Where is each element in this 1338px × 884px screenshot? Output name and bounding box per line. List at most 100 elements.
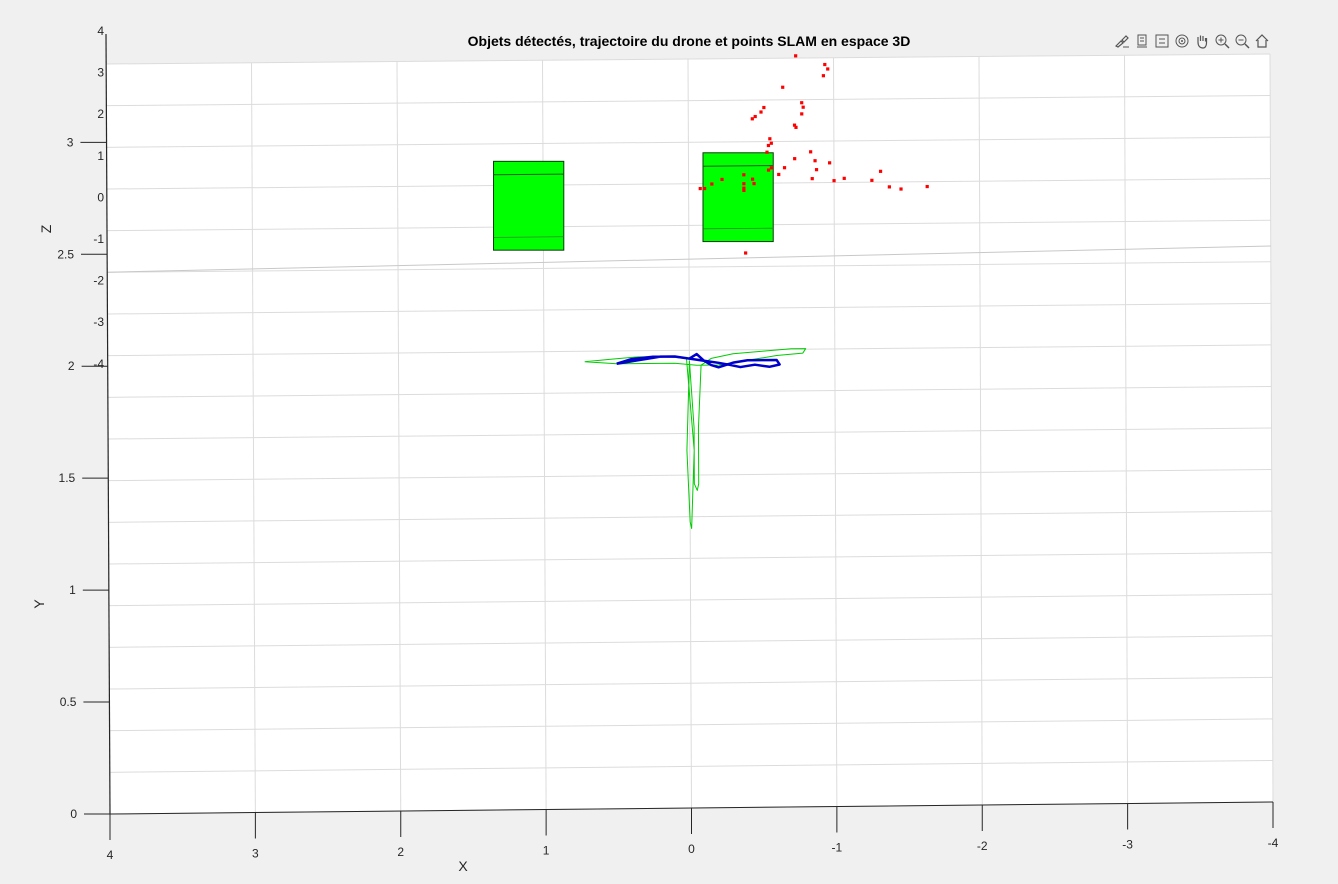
slam-point (832, 179, 836, 183)
z-tick-label: -4 (93, 357, 104, 371)
pan-icon[interactable] (1192, 31, 1211, 51)
box-edge-line (107, 245, 1271, 273)
slam-point (698, 186, 702, 191)
marks (493, 54, 929, 530)
y-axis-line (105, 33, 111, 815)
y-gridline (108, 593, 1273, 607)
y-gridline (107, 344, 1272, 357)
rotate-icon[interactable] (1172, 31, 1191, 51)
z-axis-label: Z (38, 224, 54, 233)
axes-toolbar (1112, 31, 1271, 53)
slam-point (794, 125, 798, 129)
slam-point (765, 150, 769, 154)
z-tick-label: -3 (93, 315, 104, 329)
y-gridline (109, 676, 1273, 690)
slam-point (750, 177, 755, 181)
slam-point (800, 112, 804, 116)
slam-point (762, 105, 766, 110)
slam-point (777, 172, 781, 177)
y-tick-label: 1 (69, 583, 76, 597)
slam-point (710, 182, 714, 186)
slam-point (887, 185, 891, 189)
x-tick-label: 4 (107, 848, 114, 862)
slam-point (823, 62, 827, 67)
z-tick-label: -2 (93, 274, 104, 288)
datatip-icon[interactable] (1132, 31, 1151, 51)
slam-point (810, 177, 814, 181)
z-tick-label: 2 (97, 107, 104, 121)
slam-point (826, 67, 830, 71)
y-gridline (109, 759, 1273, 773)
slam-point (759, 110, 763, 114)
slam-point (720, 177, 724, 182)
y-gridline (107, 261, 1271, 273)
x-tick-label: -4 (1268, 836, 1279, 850)
y-gridline (106, 136, 1271, 148)
slam-point (878, 169, 883, 173)
z-tick-label: 4 (97, 24, 104, 38)
slam-point (899, 187, 903, 191)
slam-point (742, 186, 746, 190)
z-tick-label: 0 (97, 190, 104, 204)
detected-object (702, 152, 774, 243)
slam-point (794, 54, 798, 58)
chart-title: Objets détectés, trajectoire du drone et… (468, 33, 911, 49)
detected-object (493, 160, 565, 251)
z-tick-label: -1 (93, 232, 104, 246)
slam-point (750, 117, 754, 121)
zoom-out-icon[interactable] (1232, 31, 1251, 51)
y-gridline (107, 302, 1272, 315)
slam-point (813, 159, 817, 163)
slam-point (814, 168, 819, 172)
x-tick-label: 3 (252, 847, 259, 861)
legend-icon[interactable] (1152, 31, 1171, 51)
slam-point (781, 85, 785, 89)
slam-point (792, 123, 797, 127)
object-edge (493, 173, 564, 176)
home-icon[interactable] (1252, 31, 1271, 51)
brush-icon[interactable] (1112, 31, 1131, 51)
slam-point (821, 74, 825, 78)
slam-point (742, 173, 746, 177)
zoom-in-icon[interactable] (1212, 31, 1231, 51)
slam-point (800, 101, 804, 105)
y-gridline (107, 427, 1272, 440)
slam-point (768, 137, 772, 141)
slam-point (801, 105, 805, 109)
slam-point (742, 182, 746, 186)
y-tick-label: 0.5 (60, 695, 77, 709)
x-tick-label: -2 (977, 839, 988, 853)
x-tick-label: 0 (688, 842, 695, 856)
object-edge (703, 165, 773, 167)
slam-point (752, 182, 756, 186)
slam-point (742, 188, 746, 193)
object-edge (493, 236, 564, 238)
drone-trajectory (616, 352, 781, 369)
y-gridline (106, 178, 1271, 190)
slam-point (925, 184, 929, 189)
object-edge (703, 227, 774, 230)
x-tick-label: -3 (1122, 838, 1133, 852)
slam-point (769, 166, 774, 170)
ticks: 4 3 2 1 0 -1 -2 -3 -4 0 0.5 1 1.5 2 2.5 3 4 3 2 1 0 -1 -2 -3 -4 (57, 24, 1278, 862)
y-axis-label: Y (31, 599, 47, 609)
x-axis-label: X (458, 858, 468, 874)
z-tick-label: 1 (97, 149, 104, 163)
y-gridline (106, 95, 1271, 107)
x-tick-label: 1 (543, 844, 550, 858)
y-tick-label: 2.5 (57, 247, 74, 261)
y-tick-label: 2 (68, 359, 75, 373)
y-gridline (108, 552, 1273, 565)
slam-point (766, 143, 771, 148)
y-gridline (105, 53, 1271, 65)
y-gridline (109, 635, 1273, 648)
slam-point (753, 114, 757, 119)
slam-point (809, 150, 813, 154)
x-tick-label: 2 (397, 845, 404, 859)
slam-point (766, 168, 771, 172)
slam-point (703, 186, 707, 191)
slam-point (769, 141, 773, 145)
slam-point (744, 251, 748, 255)
y-tick-label: 0 (70, 807, 77, 821)
